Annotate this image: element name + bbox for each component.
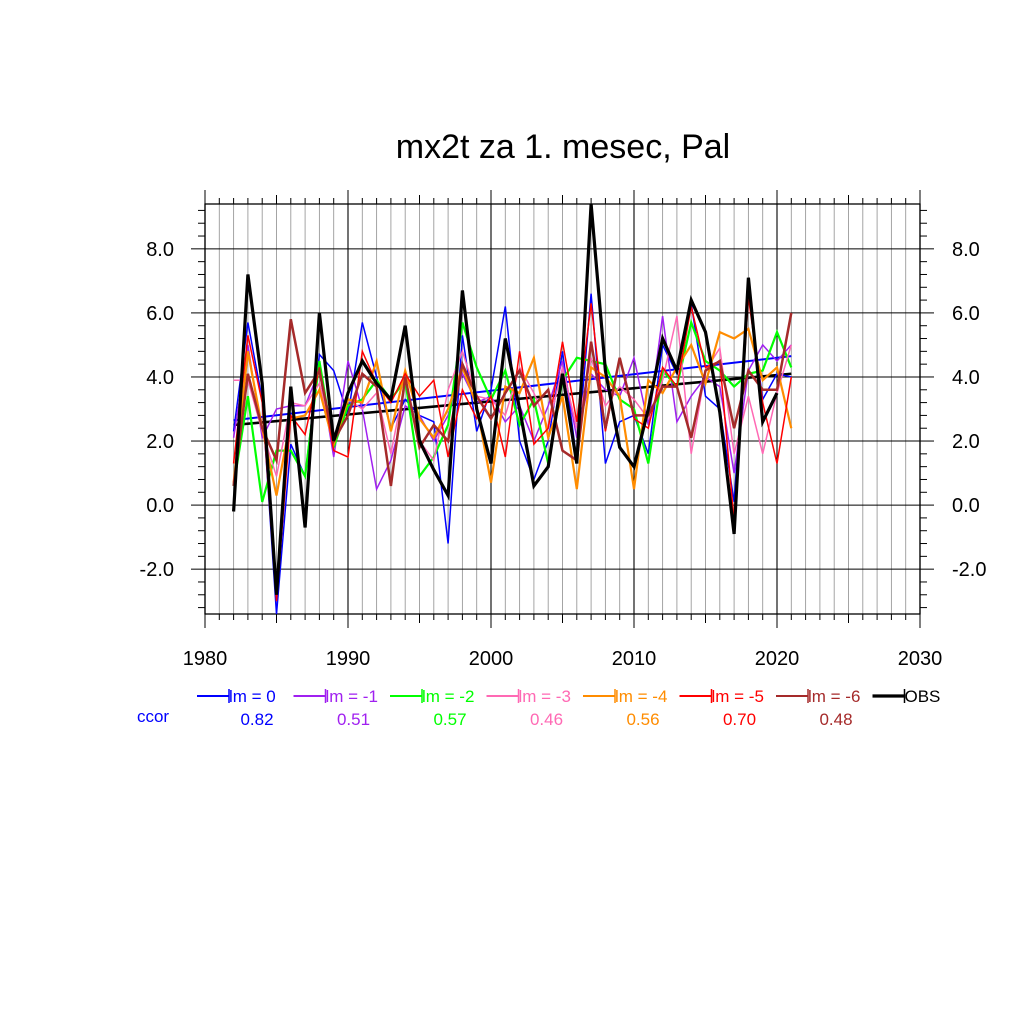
legend-label: lm = -2	[422, 687, 474, 706]
y-tick-label-right: 6.0	[952, 303, 980, 325]
x-tick-label: 2020	[755, 648, 800, 670]
chart-title: mx2t za 1. mesec, Pal	[396, 128, 730, 166]
y-tick-label-left: -2.0	[140, 559, 174, 581]
y-tick-label-right: 4.0	[952, 367, 980, 389]
series-lines	[232, 203, 793, 615]
axes: 1980 1990 2000 2010 2020 2030 8.0 8.0 6.0 6.0 4.0 4…	[140, 190, 986, 670]
y-tick-label-right: 2.0	[952, 431, 980, 453]
legend-label: lm = 0	[229, 687, 276, 706]
ccor-value: 0.51	[337, 710, 370, 729]
x-tick-label: 2010	[612, 648, 657, 670]
y-tick-label-left: 0.0	[146, 495, 174, 517]
legend-label: lm = -5	[712, 687, 764, 706]
y-tick-label-right: -2.0	[952, 559, 986, 581]
series-line	[232, 203, 779, 595]
ccor-label: ccor	[137, 707, 169, 726]
legend-label: lm = -6	[808, 687, 860, 706]
x-tick-label: 1980	[183, 648, 228, 670]
legend: ccor lm = 0 0.82 lm = -1 0.51 lm = -2 0.57 lm …	[137, 687, 940, 729]
y-tick-label-right: 0.0	[952, 495, 980, 517]
ccor-value: 0.57	[433, 710, 466, 729]
legend-label: OBS	[905, 687, 941, 706]
ccor-value: 0.70	[723, 710, 756, 729]
x-tick-label: 1990	[326, 648, 371, 670]
legend-label: lm = -4	[615, 687, 667, 706]
y-tick-label-left: 4.0	[146, 367, 174, 389]
x-tick-label: 2030	[898, 648, 943, 670]
series-line	[232, 327, 793, 496]
ccor-value: 0.56	[626, 710, 659, 729]
ccor-value: 0.46	[530, 710, 563, 729]
y-tick-label-right: 8.0	[952, 239, 980, 261]
y-tick-label-left: 8.0	[146, 239, 174, 261]
series-line	[232, 312, 793, 487]
y-tick-label-left: 2.0	[146, 431, 174, 453]
x-tick-label: 2000	[469, 648, 514, 670]
legend-label: lm = -3	[519, 687, 571, 706]
legend-label: lm = -1	[326, 687, 378, 706]
y-tick-label-left: 6.0	[146, 303, 174, 325]
ccor-value: 0.82	[240, 710, 273, 729]
ccor-value: 0.48	[819, 710, 852, 729]
